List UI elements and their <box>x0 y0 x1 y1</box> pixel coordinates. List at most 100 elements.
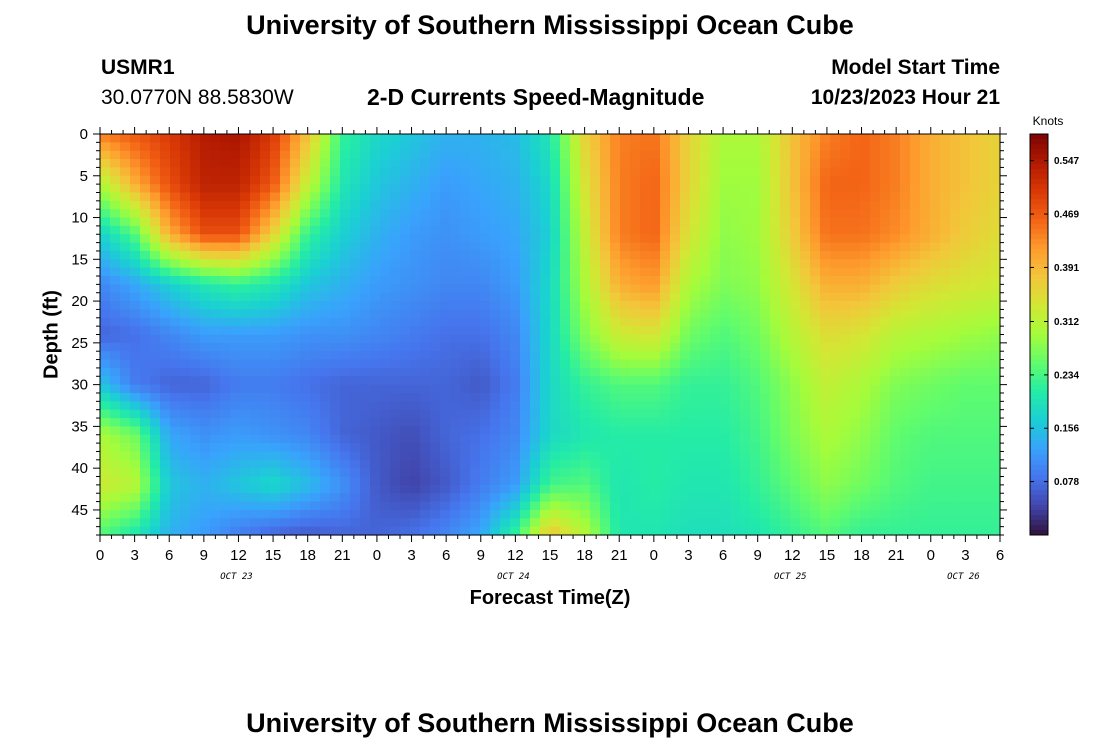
heatmap-cell <box>550 167 561 177</box>
heatmap-cell <box>270 150 281 160</box>
heatmap-cell <box>210 284 221 294</box>
heatmap-cell <box>350 384 361 394</box>
heatmap-cell <box>360 493 371 503</box>
heatmap-cell <box>420 276 431 285</box>
heatmap-cell <box>660 175 671 185</box>
heatmap-cell <box>120 159 131 169</box>
heatmap-cell <box>980 493 991 503</box>
heatmap-cell <box>840 376 851 386</box>
heatmap-cell <box>380 292 391 302</box>
heatmap-cell <box>780 342 791 352</box>
heatmap-cell <box>520 484 531 494</box>
heatmap-cell <box>850 200 861 210</box>
heatmap-cell <box>960 468 971 478</box>
heatmap-cell <box>100 501 111 511</box>
heatmap-cell <box>460 234 471 244</box>
heatmap-cell <box>580 401 591 411</box>
heatmap-cell <box>720 142 731 152</box>
heatmap-cell <box>100 142 111 152</box>
heatmap-cell <box>550 434 561 444</box>
heatmap-cell <box>670 359 681 369</box>
heatmap-cell <box>980 376 991 386</box>
heatmap-cell <box>730 309 741 319</box>
heatmap-cell <box>670 526 681 536</box>
heatmap-cell <box>810 392 821 402</box>
heatmap-cell <box>630 342 641 352</box>
heatmap-cell <box>730 234 741 244</box>
heatmap-cell <box>820 409 831 419</box>
y-axis-title: Depth (ft) <box>40 290 62 379</box>
colorbar-band <box>1030 354 1048 361</box>
heatmap-cell <box>950 175 961 185</box>
heatmap-cell <box>460 367 471 377</box>
heatmap-cell <box>820 476 831 486</box>
heatmap-cell <box>930 426 941 436</box>
heatmap-cell <box>210 259 221 269</box>
heatmap-cell <box>700 209 711 219</box>
heatmap-cell <box>650 384 661 394</box>
heatmap-cell <box>240 250 251 260</box>
heatmap-cell <box>330 459 341 469</box>
heatmap-cell <box>720 392 731 402</box>
heatmap-cell <box>650 476 661 486</box>
heatmap-cell <box>860 367 871 377</box>
heatmap-cell <box>260 484 271 494</box>
heatmap-cell <box>410 443 421 453</box>
heatmap-cell <box>510 217 521 227</box>
heatmap-cell <box>390 376 401 386</box>
heatmap-cell <box>260 351 271 361</box>
heatmap-cell <box>890 392 901 402</box>
heatmap-cell <box>500 418 511 427</box>
colorbar-band <box>1030 214 1048 220</box>
heatmap-cell <box>170 334 181 344</box>
heatmap-cell <box>570 451 581 461</box>
heatmap-cell <box>380 451 391 461</box>
heatmap-cell <box>450 501 461 511</box>
heatmap-cell <box>940 192 951 202</box>
heatmap-cell <box>490 292 501 302</box>
heatmap-cell <box>480 225 491 235</box>
colorbar-band <box>1030 289 1048 295</box>
heatmap-cell <box>150 317 161 327</box>
heatmap-cell <box>920 359 931 369</box>
heatmap-cell <box>190 209 201 219</box>
heatmap-cell <box>590 342 601 352</box>
heatmap-cell <box>630 150 641 160</box>
heatmap-cell <box>730 476 741 486</box>
heatmap-cell <box>320 217 331 227</box>
heatmap-cell <box>710 326 721 336</box>
heatmap-cell <box>680 276 691 285</box>
heatmap-cell <box>210 250 221 260</box>
heatmap-cell <box>310 184 321 194</box>
heatmap-cell <box>410 225 421 235</box>
colorbar-band <box>1030 529 1048 536</box>
heatmap-cell <box>790 426 801 436</box>
heatmap-cell <box>180 493 191 503</box>
heatmap-cell <box>760 476 771 486</box>
heatmap-cell <box>370 242 381 252</box>
heatmap-cell <box>580 184 591 194</box>
heatmap-cell <box>700 334 711 344</box>
heatmap-cell <box>340 200 351 210</box>
heatmap-cell <box>830 225 841 235</box>
heatmap-cell <box>440 192 451 202</box>
heatmap-cell <box>530 192 541 202</box>
heatmap-cell <box>640 351 651 361</box>
heatmap-cell <box>620 150 631 160</box>
heatmap-cell <box>720 225 731 235</box>
heatmap-cell <box>970 292 981 302</box>
heatmap-cell <box>690 142 701 152</box>
heatmap-cell <box>620 250 631 260</box>
heatmap-cell <box>780 451 791 461</box>
heatmap-cell <box>180 518 191 528</box>
heatmap-cell <box>280 351 291 361</box>
heatmap-cell <box>730 209 741 219</box>
heatmap-cell <box>650 334 661 344</box>
heatmap-cell <box>520 526 531 536</box>
heatmap-cell <box>760 443 771 453</box>
heatmap-cell <box>110 501 121 511</box>
heatmap-cell <box>860 392 871 402</box>
heatmap-cell <box>710 317 721 327</box>
colorbar-band <box>1030 229 1048 235</box>
heatmap-cell <box>830 234 841 244</box>
